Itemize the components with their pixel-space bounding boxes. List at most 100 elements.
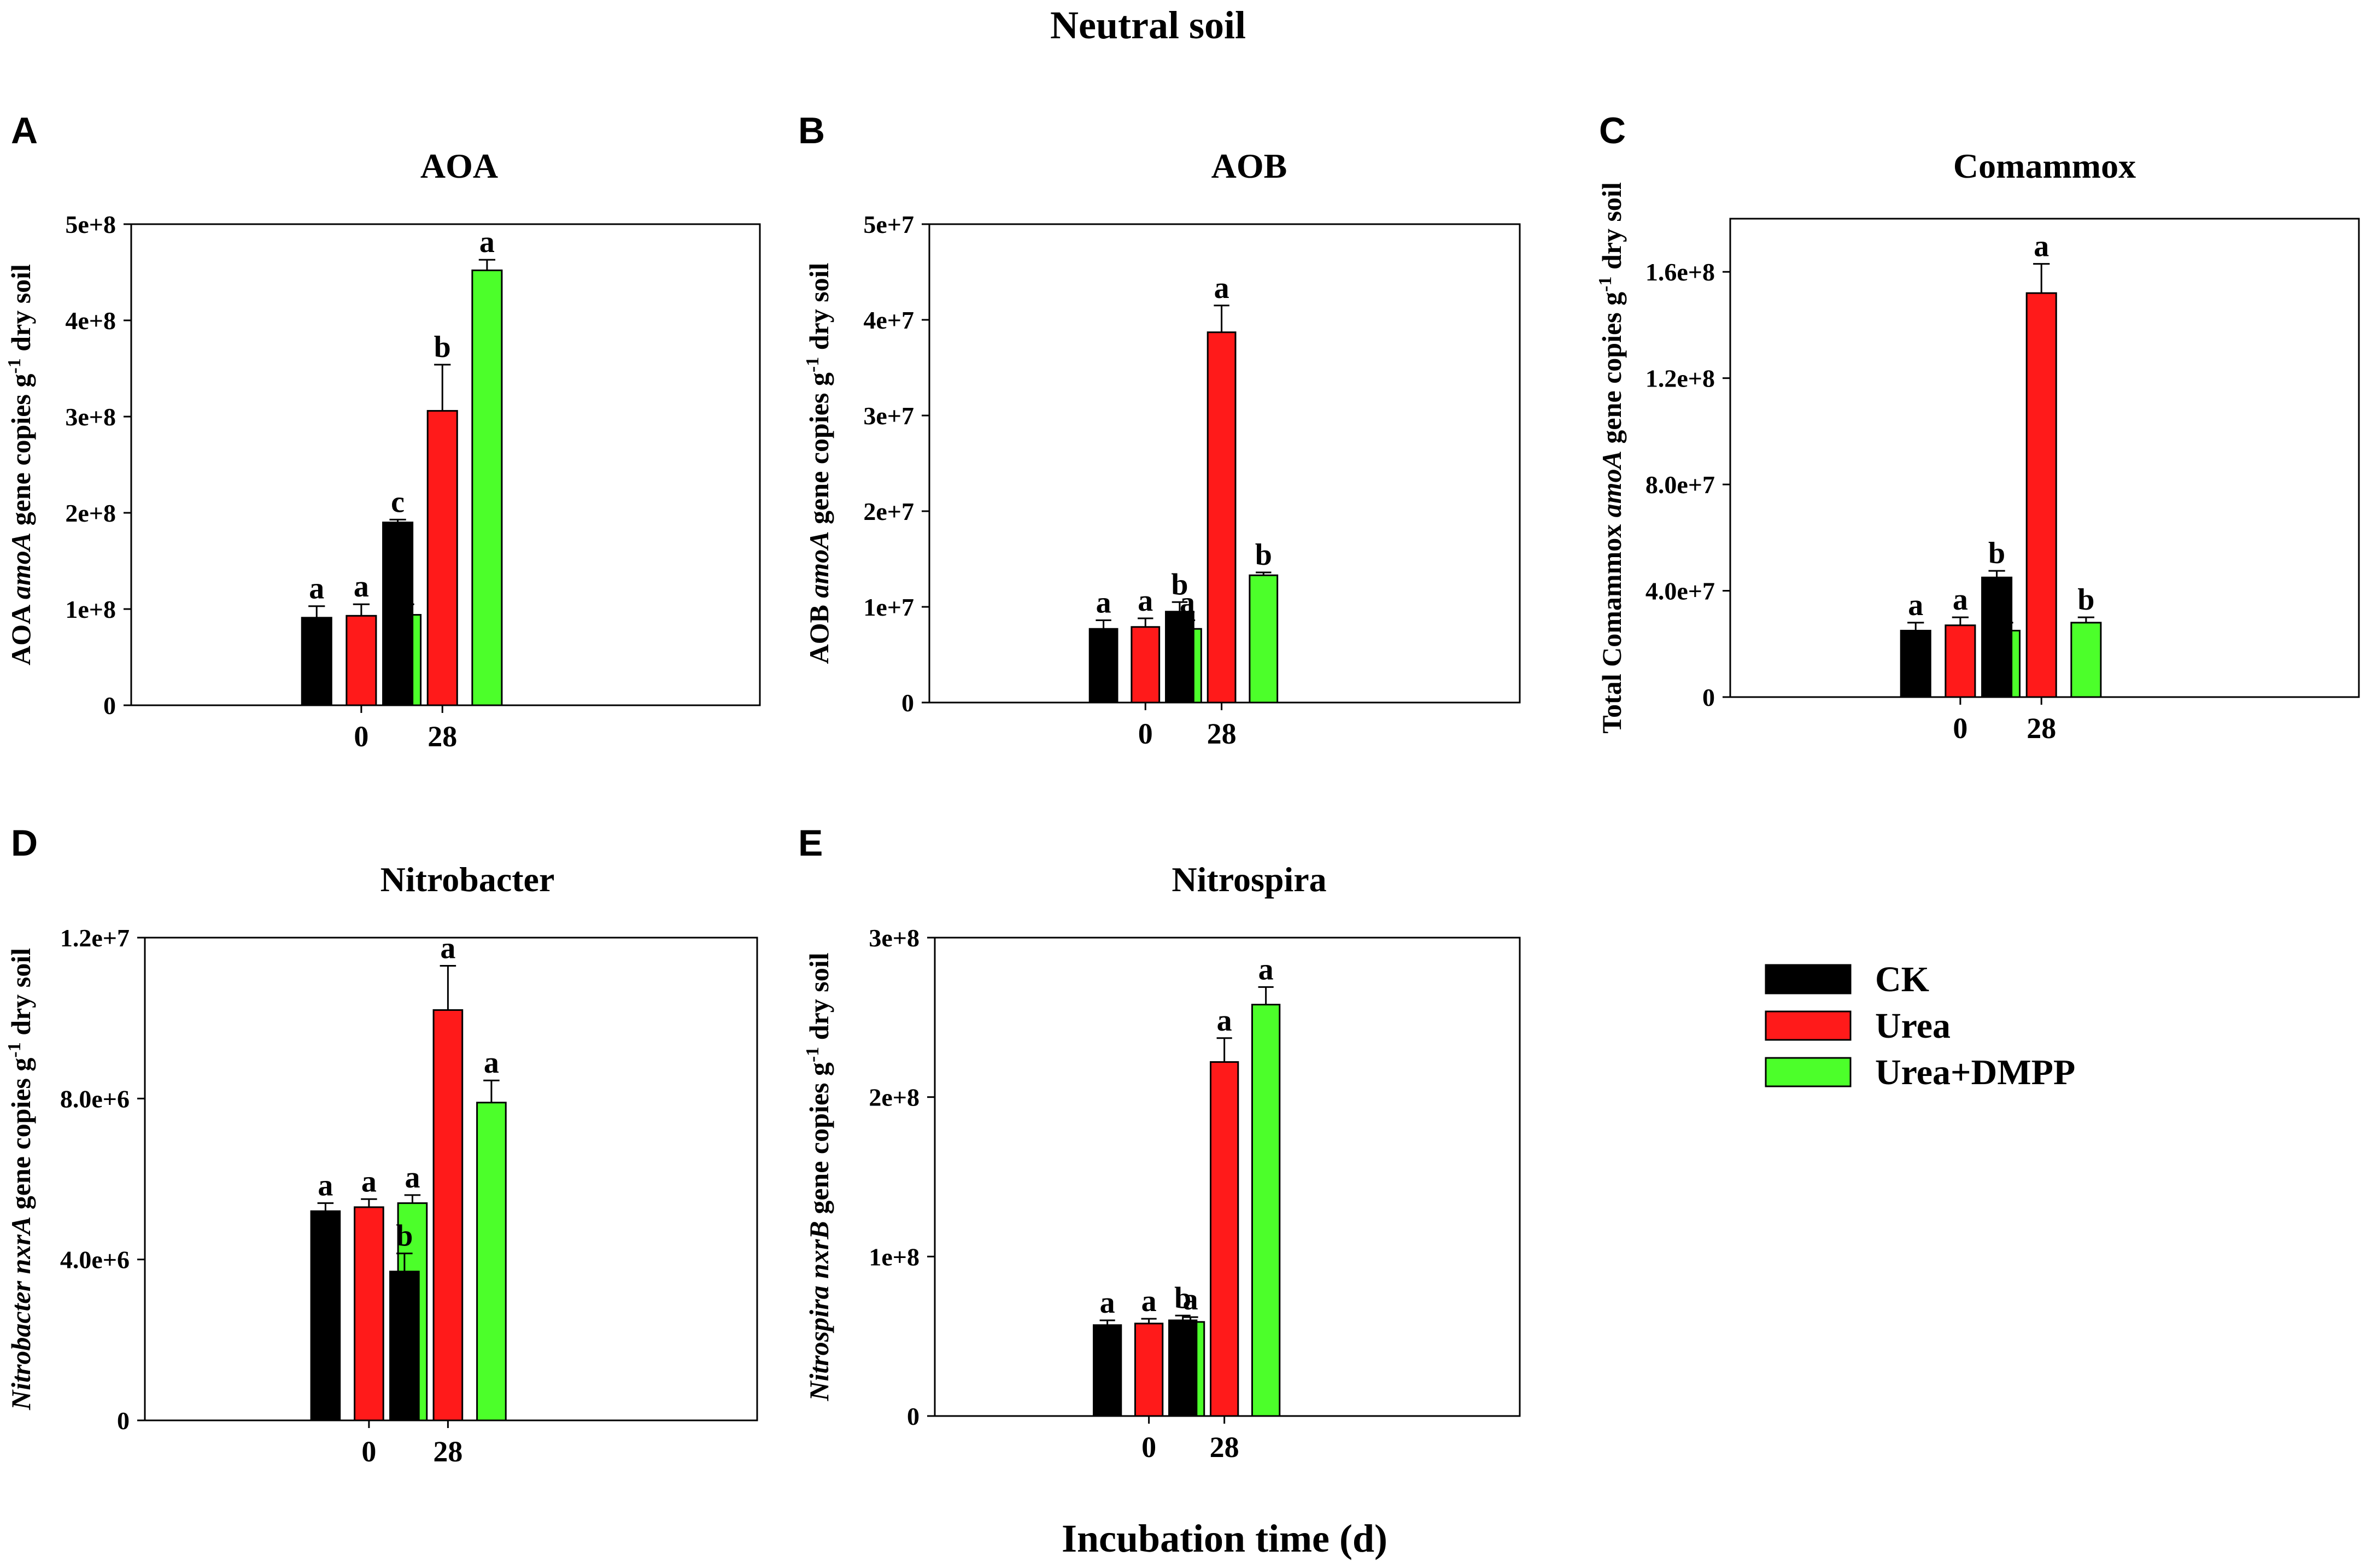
- significance-letter: a: [318, 1169, 333, 1203]
- y-axis-label: Total Comammox amoA gene copies g-1 dry …: [1595, 182, 1627, 734]
- y-label-part: gene copies g: [1596, 292, 1627, 450]
- y-tick-label: 5e+7: [863, 210, 914, 238]
- y-axis-label: AOB amoA gene copies g-1 dry soil: [803, 262, 834, 664]
- y-label-italic: Nitrobacter nxrA: [5, 1216, 36, 1411]
- y-tick-label: 2e+8: [869, 1084, 920, 1111]
- significance-letter: a: [1953, 583, 1968, 617]
- chart-panel-b: B AOB 0 1e+7 2e+7 3e+7 4e+7 5e+7 AOB amoA gene c…: [798, 110, 1521, 750]
- x-tick-label: 0: [1953, 712, 1967, 745]
- bar-urea: [432, 1009, 464, 1421]
- y-axis-label: AOA amoA gene copies g-1 dry soil: [4, 264, 36, 665]
- y-tick-label: 5e+8: [65, 210, 116, 238]
- y-label-part: AOA: [5, 599, 36, 665]
- bar-ck: [310, 1210, 341, 1421]
- bar-ck: [1981, 576, 2013, 698]
- bar-urea: [1945, 624, 1976, 698]
- significance-letter: b: [1171, 567, 1188, 601]
- significance-letter: a: [1096, 586, 1111, 620]
- x-tick-label: 28: [2027, 712, 2056, 745]
- bar-urea: [2025, 292, 2057, 698]
- bar-urea: [1131, 626, 1161, 704]
- y-axis-label: Nitrobacter nxrA gene copies g-1 dry soi…: [4, 948, 36, 1411]
- bar-ck: [389, 1271, 420, 1421]
- legend-label: CK: [1875, 959, 1929, 999]
- x-tick-label: 28: [433, 1435, 462, 1468]
- legend-label: Urea+DMPP: [1875, 1052, 2075, 1092]
- y-tick-label: 4.0e+7: [1645, 577, 1715, 605]
- bar-urea: [1134, 1323, 1164, 1417]
- significance-letter: a: [1183, 1283, 1198, 1317]
- bar-ck: [1168, 1319, 1198, 1417]
- y-label-italic: amoA: [804, 531, 834, 598]
- panel-letter: A: [11, 110, 38, 151]
- significance-letter: b: [2077, 583, 2094, 617]
- y-tick-label: 0: [103, 692, 116, 719]
- significance-letter: a: [361, 1165, 377, 1198]
- significance-letter: a: [1141, 1284, 1157, 1318]
- y-label-part: gene copies g: [804, 1062, 834, 1221]
- legend-swatch: [1765, 1010, 1852, 1041]
- y-tick-label: 8.0e+7: [1645, 471, 1715, 499]
- bar-ck: [1088, 628, 1118, 704]
- y-tick-label: 4e+8: [65, 307, 116, 335]
- y-label-part: Total Comammox: [1596, 517, 1627, 733]
- x-tick-label: 28: [1210, 1431, 1239, 1464]
- significance-letter: a: [1100, 1286, 1115, 1320]
- y-label-part: dry soil: [1596, 182, 1627, 276]
- bar-urea: [354, 1206, 384, 1421]
- bar-ck: [1093, 1324, 1122, 1417]
- panel-title: AOB: [1211, 147, 1287, 185]
- y-tick-label: 8.0e+6: [60, 1085, 130, 1113]
- y-label-part: gene copies g: [804, 372, 834, 531]
- significance-letter: a: [354, 570, 369, 604]
- significance-letter: b: [1988, 536, 2005, 570]
- y-tick-label: 1e+7: [863, 593, 914, 621]
- significance-letter: a: [1217, 1004, 1232, 1038]
- x-tick-label: 0: [1138, 717, 1153, 750]
- chart-panel-a: A AOA 0 1e+8 2e+8 3e+8 4e+8 5e+8 AOA amoA gene c…: [4, 110, 761, 753]
- y-label-italic: amoA: [5, 533, 36, 599]
- y-label-part: AOB: [804, 598, 834, 664]
- chart-panels: A AOA 0 1e+8 2e+8 3e+8 4e+8 5e+8 AOA amoA gene c…: [4, 110, 2360, 1468]
- chart-panel-e: E Nitrospira 0 1e+8 2e+8 3e+8 Nitrospira nxrB …: [798, 822, 1521, 1464]
- bar-urea-dmpp: [2070, 622, 2102, 698]
- significance-letter: a: [484, 1046, 499, 1080]
- y-tick-label: 4e+7: [863, 306, 914, 334]
- significance-letter: b: [1255, 538, 1272, 572]
- y-tick-label: 1.2e+8: [1645, 365, 1715, 393]
- legend-swatch: [1765, 1057, 1852, 1087]
- y-tick-label: 0: [117, 1407, 130, 1435]
- chart-panel-d: D Nitrobacter 0 4.0e+6 8.0e+6 1.2e+7 Nitrobact…: [4, 822, 758, 1468]
- significance-letter: b: [1174, 1281, 1191, 1315]
- significance-letter: a: [405, 1161, 420, 1195]
- significance-letter: b: [396, 1219, 413, 1253]
- significance-letter: a: [2034, 230, 2049, 264]
- y-label-part: dry soil: [804, 952, 834, 1046]
- y-label-superscript: -1: [4, 358, 25, 373]
- figure-title: Neutral soil: [1050, 3, 1246, 47]
- x-tick-label: 28: [1207, 717, 1237, 750]
- bar-ck: [1900, 629, 1931, 698]
- x-tick-label: 0: [361, 1435, 376, 1468]
- bar-urea: [1210, 1061, 1239, 1417]
- significance-letter: c: [391, 485, 405, 519]
- panel-letter: E: [798, 822, 823, 864]
- panel-title: Nitrobacter: [380, 860, 555, 899]
- panel-letter: B: [798, 110, 825, 151]
- panel-letter: D: [11, 822, 38, 864]
- y-tick-label: 0: [907, 1402, 920, 1430]
- y-tick-label: 1e+8: [65, 595, 116, 623]
- x-tick-label: 0: [1141, 1431, 1156, 1464]
- y-label-part: dry soil: [5, 948, 36, 1042]
- figure-xlabel: Incubation time (d): [1062, 1517, 1387, 1560]
- significance-letter: a: [1908, 588, 1923, 622]
- y-tick-label: 4.0e+6: [60, 1246, 130, 1274]
- bar-urea: [426, 409, 458, 706]
- significance-letter: b: [434, 330, 451, 364]
- y-label-superscript: -1: [803, 357, 823, 372]
- panel-title: Nitrospira: [1172, 860, 1326, 899]
- y-label-part: gene copies g: [5, 374, 36, 533]
- y-tick-label: 2e+7: [863, 498, 914, 525]
- y-label-superscript: -1: [4, 1042, 25, 1057]
- x-tick-label: 28: [427, 720, 457, 753]
